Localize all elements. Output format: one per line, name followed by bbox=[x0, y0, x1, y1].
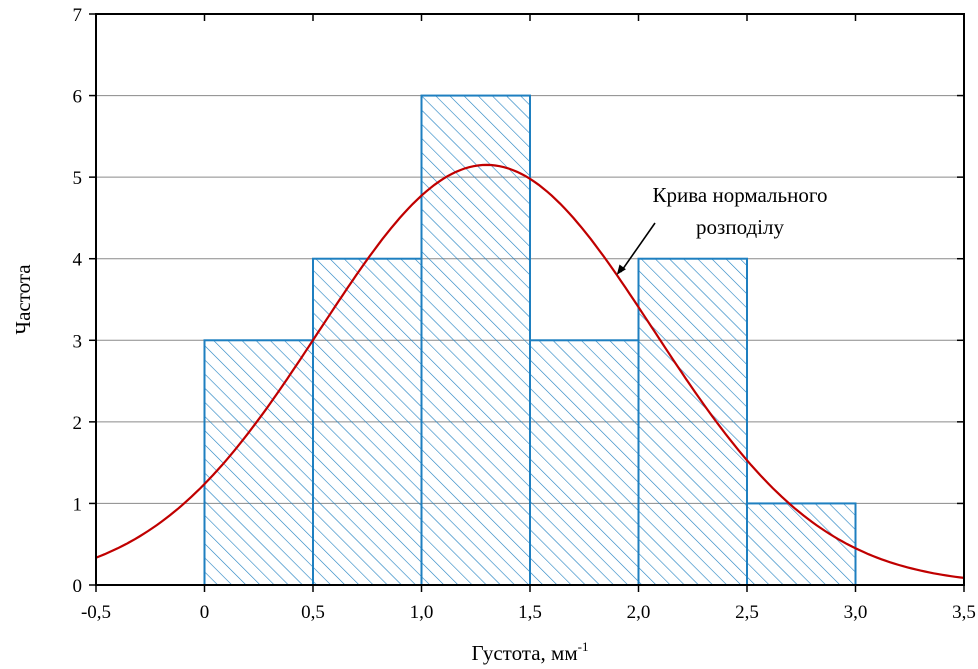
histogram-bar bbox=[637, 257, 748, 586]
histogram-bar bbox=[203, 339, 314, 586]
y-tick-label: 5 bbox=[73, 168, 83, 189]
y-tick-label: 3 bbox=[73, 331, 83, 352]
x-axis-title-text: Густота, мм bbox=[472, 641, 578, 665]
x-tick-label: 3,5 bbox=[952, 602, 976, 623]
axis-ticks bbox=[89, 13, 965, 592]
annotation-arrow bbox=[620, 222, 656, 273]
normal-curve-layer bbox=[95, 163, 965, 579]
x-axis-title-superscript: -1 bbox=[578, 639, 589, 654]
x-tick-label: -0,5 bbox=[81, 602, 111, 623]
y-tick-label: 6 bbox=[73, 87, 83, 108]
y-tick-label: 0 bbox=[73, 576, 83, 597]
x-tick-label: 2,0 bbox=[627, 602, 651, 623]
x-tick-label: 1,0 bbox=[410, 602, 434, 623]
histogram-bar bbox=[746, 502, 857, 586]
x-tick-label: 0 bbox=[200, 602, 210, 623]
histogram-bar bbox=[312, 257, 423, 586]
x-tick-label: 1,5 bbox=[518, 602, 542, 623]
annotation-arrowhead bbox=[616, 264, 626, 275]
y-tick-label: 2 bbox=[73, 413, 83, 434]
normal-curve bbox=[95, 163, 965, 579]
y-axis-title: Частота bbox=[11, 264, 35, 335]
y-tick-label: 4 bbox=[73, 250, 83, 271]
tick-labels: -0,5 0 0,5 1,0 1,5 2,0 2,5 3,0 3,5 0 1 2 3 4 5 6 7 bbox=[73, 5, 976, 623]
curve-annotation-line1: Крива нормального bbox=[653, 183, 828, 207]
histogram-bar bbox=[529, 339, 640, 586]
histogram-bar bbox=[420, 94, 531, 586]
x-axis-title: Густота, мм-1 bbox=[472, 639, 589, 665]
x-tick-label: 2,5 bbox=[735, 602, 759, 623]
y-tick-label: 7 bbox=[73, 5, 83, 26]
curve-annotation-line2: розподілу bbox=[696, 215, 784, 239]
x-tick-label: 0,5 bbox=[301, 602, 325, 623]
y-tick-label: 1 bbox=[73, 494, 83, 515]
x-tick-label: 3,0 bbox=[844, 602, 868, 623]
histogram-bars bbox=[203, 94, 857, 586]
